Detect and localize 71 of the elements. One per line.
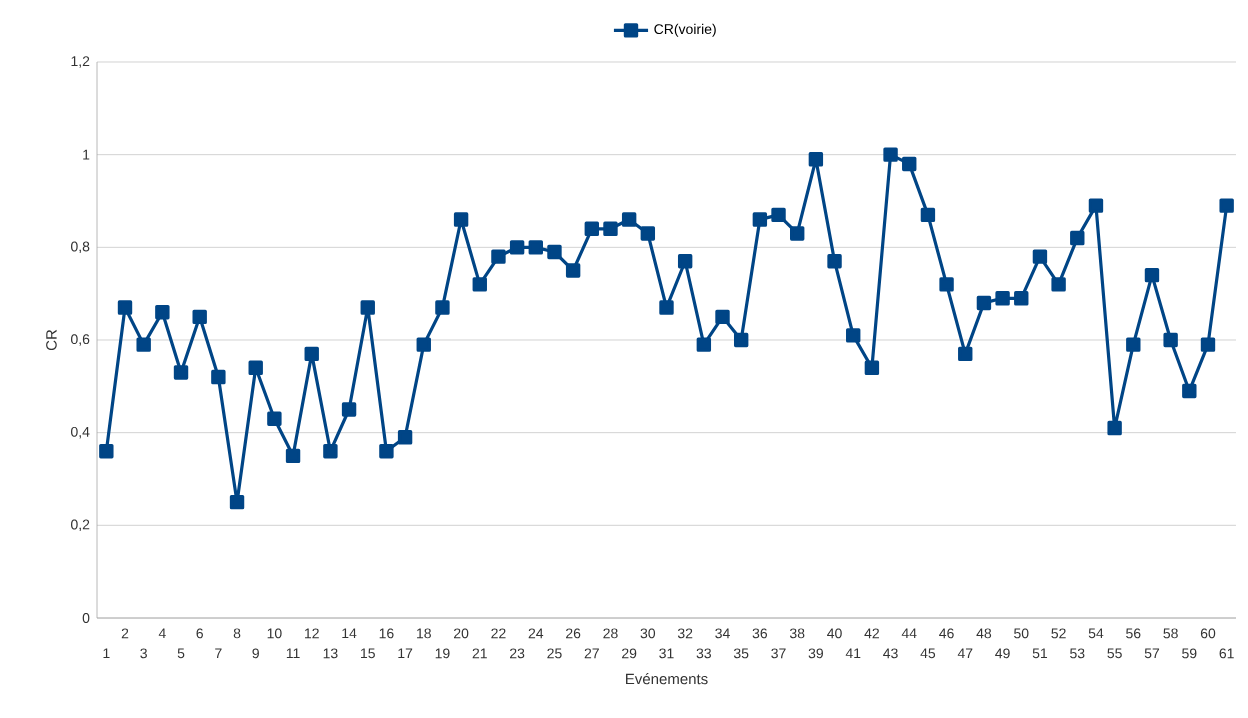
x-tick-label: 10 <box>267 628 282 639</box>
x-tick-label: 56 <box>1126 628 1141 639</box>
x-tick-label: 45 <box>920 648 936 659</box>
y-tick-label: 0,4 <box>71 426 90 439</box>
x-tick-label: 9 <box>252 648 259 659</box>
x-tick-label: 51 <box>1032 648 1048 659</box>
x-tick-label: 18 <box>417 628 431 639</box>
x-tick-label: 6 <box>196 628 203 639</box>
x-tick-label: 28 <box>603 628 618 639</box>
x-tick-label: 59 <box>1182 648 1197 659</box>
x-tick-label: 43 <box>883 648 898 659</box>
x-tick-label: 35 <box>733 648 749 659</box>
x-tick-label: 57 <box>1144 648 1160 659</box>
x-tick-label: 54 <box>1088 628 1104 639</box>
x-tick-label: 36 <box>752 628 768 639</box>
x-tick-label: 5 <box>177 648 185 659</box>
x-tick-label: 2 <box>121 628 129 639</box>
x-tick-label: 30 <box>640 628 656 639</box>
x-tick-label: 33 <box>696 648 711 659</box>
x-tick-label: 31 <box>659 648 674 659</box>
x-tick-label: 7 <box>215 648 222 659</box>
y-tick-label: 0,2 <box>71 519 90 532</box>
x-tick-label: 48 <box>976 628 992 639</box>
x-tick-label: 19 <box>435 648 450 659</box>
x-tick-label: 55 <box>1107 648 1122 659</box>
x-axis-title: Evénements <box>626 673 708 685</box>
y-tick-label: 0,6 <box>71 334 90 346</box>
y-tick-label: 1 <box>83 149 90 160</box>
x-tick-label: 29 <box>622 648 637 659</box>
x-tick-label: 34 <box>715 628 730 639</box>
x-tick-label: 49 <box>995 648 1010 659</box>
x-tick-label: 27 <box>584 648 599 659</box>
x-tick-label: 61 <box>1219 648 1234 659</box>
x-tick-label: 1 <box>103 648 110 659</box>
y-tick-label: 1,2 <box>71 56 90 68</box>
x-tick-label: 16 <box>379 628 394 639</box>
x-tick-label: 40 <box>827 628 842 639</box>
x-tick-label: 52 <box>1051 628 1066 639</box>
x-tick-label: 24 <box>528 628 544 639</box>
x-tick-label: 46 <box>939 628 954 639</box>
x-tick-label: 8 <box>233 628 241 639</box>
x-tick-label: 13 <box>323 648 338 659</box>
x-tick-label: 58 <box>1163 628 1178 639</box>
x-tick-label: 21 <box>472 648 487 659</box>
x-tick-label: 20 <box>454 628 469 639</box>
x-tick-label: 3 <box>140 648 147 659</box>
x-tick-label: 44 <box>901 628 917 639</box>
x-tick-label: 37 <box>771 648 786 659</box>
x-tick-label: 53 <box>1070 648 1085 659</box>
x-tick-label: 32 <box>677 628 693 639</box>
x-tick-label: 60 <box>1200 628 1216 639</box>
x-tick-label: 15 <box>361 648 375 659</box>
x-tick-label: 17 <box>398 648 413 659</box>
y-tick-label: 0,8 <box>71 241 90 254</box>
x-tick-label: 47 <box>957 648 973 659</box>
x-tick-label: 39 <box>808 648 823 659</box>
x-tick-label: 11 <box>286 648 300 659</box>
x-tick-label: 4 <box>158 628 166 639</box>
x-tick-label: 12 <box>305 628 319 639</box>
x-tick-label: 14 <box>342 628 357 639</box>
x-tick-label: 42 <box>864 628 879 639</box>
x-tick-label: 23 <box>510 648 525 659</box>
x-tick-label: 22 <box>491 628 506 639</box>
legend-label: CR(voirie) <box>654 23 716 37</box>
x-tick-label: 50 <box>1014 628 1029 639</box>
y-axis-title: CR <box>46 329 57 351</box>
x-tick-label: 25 <box>547 648 562 659</box>
x-tick-label: 26 <box>566 628 581 639</box>
y-tick-label: 0 <box>82 613 90 623</box>
x-tick-label: 38 <box>789 628 805 639</box>
x-tick-label: 41 <box>845 648 861 659</box>
